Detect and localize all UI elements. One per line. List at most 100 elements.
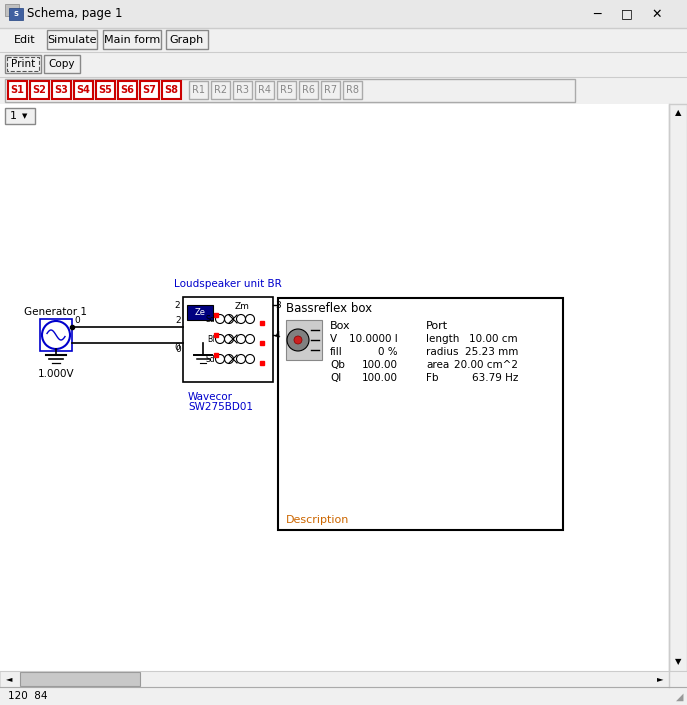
Text: length: length — [426, 334, 460, 344]
Text: ▲: ▲ — [675, 109, 682, 118]
Text: 0: 0 — [175, 345, 181, 354]
Text: S4: S4 — [76, 85, 91, 95]
Text: ►: ► — [657, 675, 663, 684]
FancyBboxPatch shape — [74, 81, 93, 99]
Text: 63.79 Hz: 63.79 Hz — [471, 373, 518, 383]
FancyBboxPatch shape — [118, 81, 137, 99]
Circle shape — [287, 329, 309, 351]
Text: 25.23 mm: 25.23 mm — [464, 347, 518, 357]
FancyBboxPatch shape — [0, 0, 687, 28]
Text: fill: fill — [330, 347, 343, 357]
Text: area: area — [426, 360, 449, 370]
Text: Description: Description — [286, 515, 350, 525]
FancyBboxPatch shape — [140, 81, 159, 99]
Text: S6: S6 — [120, 85, 135, 95]
Text: ─: ─ — [594, 8, 600, 20]
Text: S2: S2 — [32, 85, 47, 95]
FancyBboxPatch shape — [103, 30, 161, 49]
FancyBboxPatch shape — [0, 687, 687, 705]
Text: Bassreflex box: Bassreflex box — [286, 302, 372, 314]
FancyBboxPatch shape — [8, 81, 27, 99]
Text: 100.00: 100.00 — [362, 360, 398, 370]
Text: 0 %: 0 % — [379, 347, 398, 357]
FancyBboxPatch shape — [5, 4, 19, 16]
Text: 1: 1 — [10, 111, 16, 121]
Text: Schema, page 1: Schema, page 1 — [27, 8, 122, 20]
FancyBboxPatch shape — [5, 55, 41, 73]
FancyBboxPatch shape — [0, 28, 687, 52]
FancyBboxPatch shape — [211, 81, 230, 99]
FancyBboxPatch shape — [189, 81, 208, 99]
Text: Edit: Edit — [14, 35, 36, 45]
Text: 2: 2 — [175, 316, 181, 325]
Text: 3: 3 — [275, 300, 281, 309]
FancyBboxPatch shape — [0, 671, 687, 687]
Text: Simulate: Simulate — [47, 35, 97, 45]
Text: R6: R6 — [302, 85, 315, 95]
Text: S1: S1 — [10, 85, 25, 95]
Text: SW275BD01: SW275BD01 — [188, 402, 253, 412]
Text: 1.000V: 1.000V — [38, 369, 74, 379]
Text: Bl: Bl — [207, 334, 215, 343]
FancyBboxPatch shape — [669, 104, 687, 687]
Text: Box: Box — [330, 321, 350, 331]
Text: Copy: Copy — [49, 59, 76, 69]
Text: 2: 2 — [174, 300, 180, 309]
Text: Port: Port — [426, 321, 448, 331]
Text: ✕: ✕ — [652, 8, 662, 20]
FancyBboxPatch shape — [166, 30, 208, 49]
Text: R8: R8 — [346, 85, 359, 95]
Circle shape — [294, 336, 302, 344]
FancyBboxPatch shape — [47, 30, 97, 49]
FancyBboxPatch shape — [343, 81, 362, 99]
FancyBboxPatch shape — [52, 81, 71, 99]
FancyBboxPatch shape — [162, 81, 181, 99]
Text: R5: R5 — [280, 85, 293, 95]
Text: Qb: Qb — [330, 360, 345, 370]
Text: S7: S7 — [143, 85, 157, 95]
FancyBboxPatch shape — [278, 298, 563, 530]
Text: ◄: ◄ — [5, 675, 12, 684]
Text: S8: S8 — [164, 85, 179, 95]
Text: Generator 1: Generator 1 — [25, 307, 87, 317]
FancyBboxPatch shape — [0, 104, 669, 687]
Text: V: V — [330, 334, 337, 344]
Text: 10.0000 l: 10.0000 l — [349, 334, 398, 344]
Text: Zm: Zm — [235, 302, 250, 311]
Text: □: □ — [621, 8, 633, 20]
Text: S: S — [14, 11, 19, 17]
Text: 0: 0 — [74, 316, 80, 325]
FancyBboxPatch shape — [30, 81, 49, 99]
FancyBboxPatch shape — [96, 81, 115, 99]
Text: ◢: ◢ — [675, 692, 683, 702]
Text: 120  84: 120 84 — [8, 691, 47, 701]
Text: Sd: Sd — [205, 355, 215, 364]
Text: Print: Print — [11, 59, 35, 69]
Text: Fb: Fb — [426, 373, 438, 383]
FancyBboxPatch shape — [44, 55, 80, 73]
FancyBboxPatch shape — [183, 297, 273, 382]
FancyBboxPatch shape — [7, 57, 39, 71]
Text: 0: 0 — [174, 343, 180, 352]
Text: Ze: Ze — [194, 308, 205, 317]
FancyBboxPatch shape — [0, 52, 687, 77]
FancyBboxPatch shape — [277, 81, 296, 99]
Text: ▼: ▼ — [22, 113, 27, 119]
Text: 4: 4 — [275, 331, 280, 340]
FancyBboxPatch shape — [286, 320, 322, 360]
FancyBboxPatch shape — [321, 81, 340, 99]
Text: R2: R2 — [214, 85, 227, 95]
Text: 100.00: 100.00 — [362, 373, 398, 383]
Text: S5: S5 — [98, 85, 113, 95]
Text: ▼: ▼ — [675, 658, 682, 666]
Text: Main form: Main form — [104, 35, 160, 45]
Text: radius: radius — [426, 347, 458, 357]
FancyBboxPatch shape — [5, 79, 575, 102]
Text: Wavecor: Wavecor — [188, 392, 233, 402]
FancyBboxPatch shape — [9, 8, 23, 20]
Text: R4: R4 — [258, 85, 271, 95]
Text: R3: R3 — [236, 85, 249, 95]
FancyBboxPatch shape — [187, 305, 213, 320]
Text: 10.00 cm: 10.00 cm — [469, 334, 518, 344]
FancyBboxPatch shape — [5, 108, 35, 124]
